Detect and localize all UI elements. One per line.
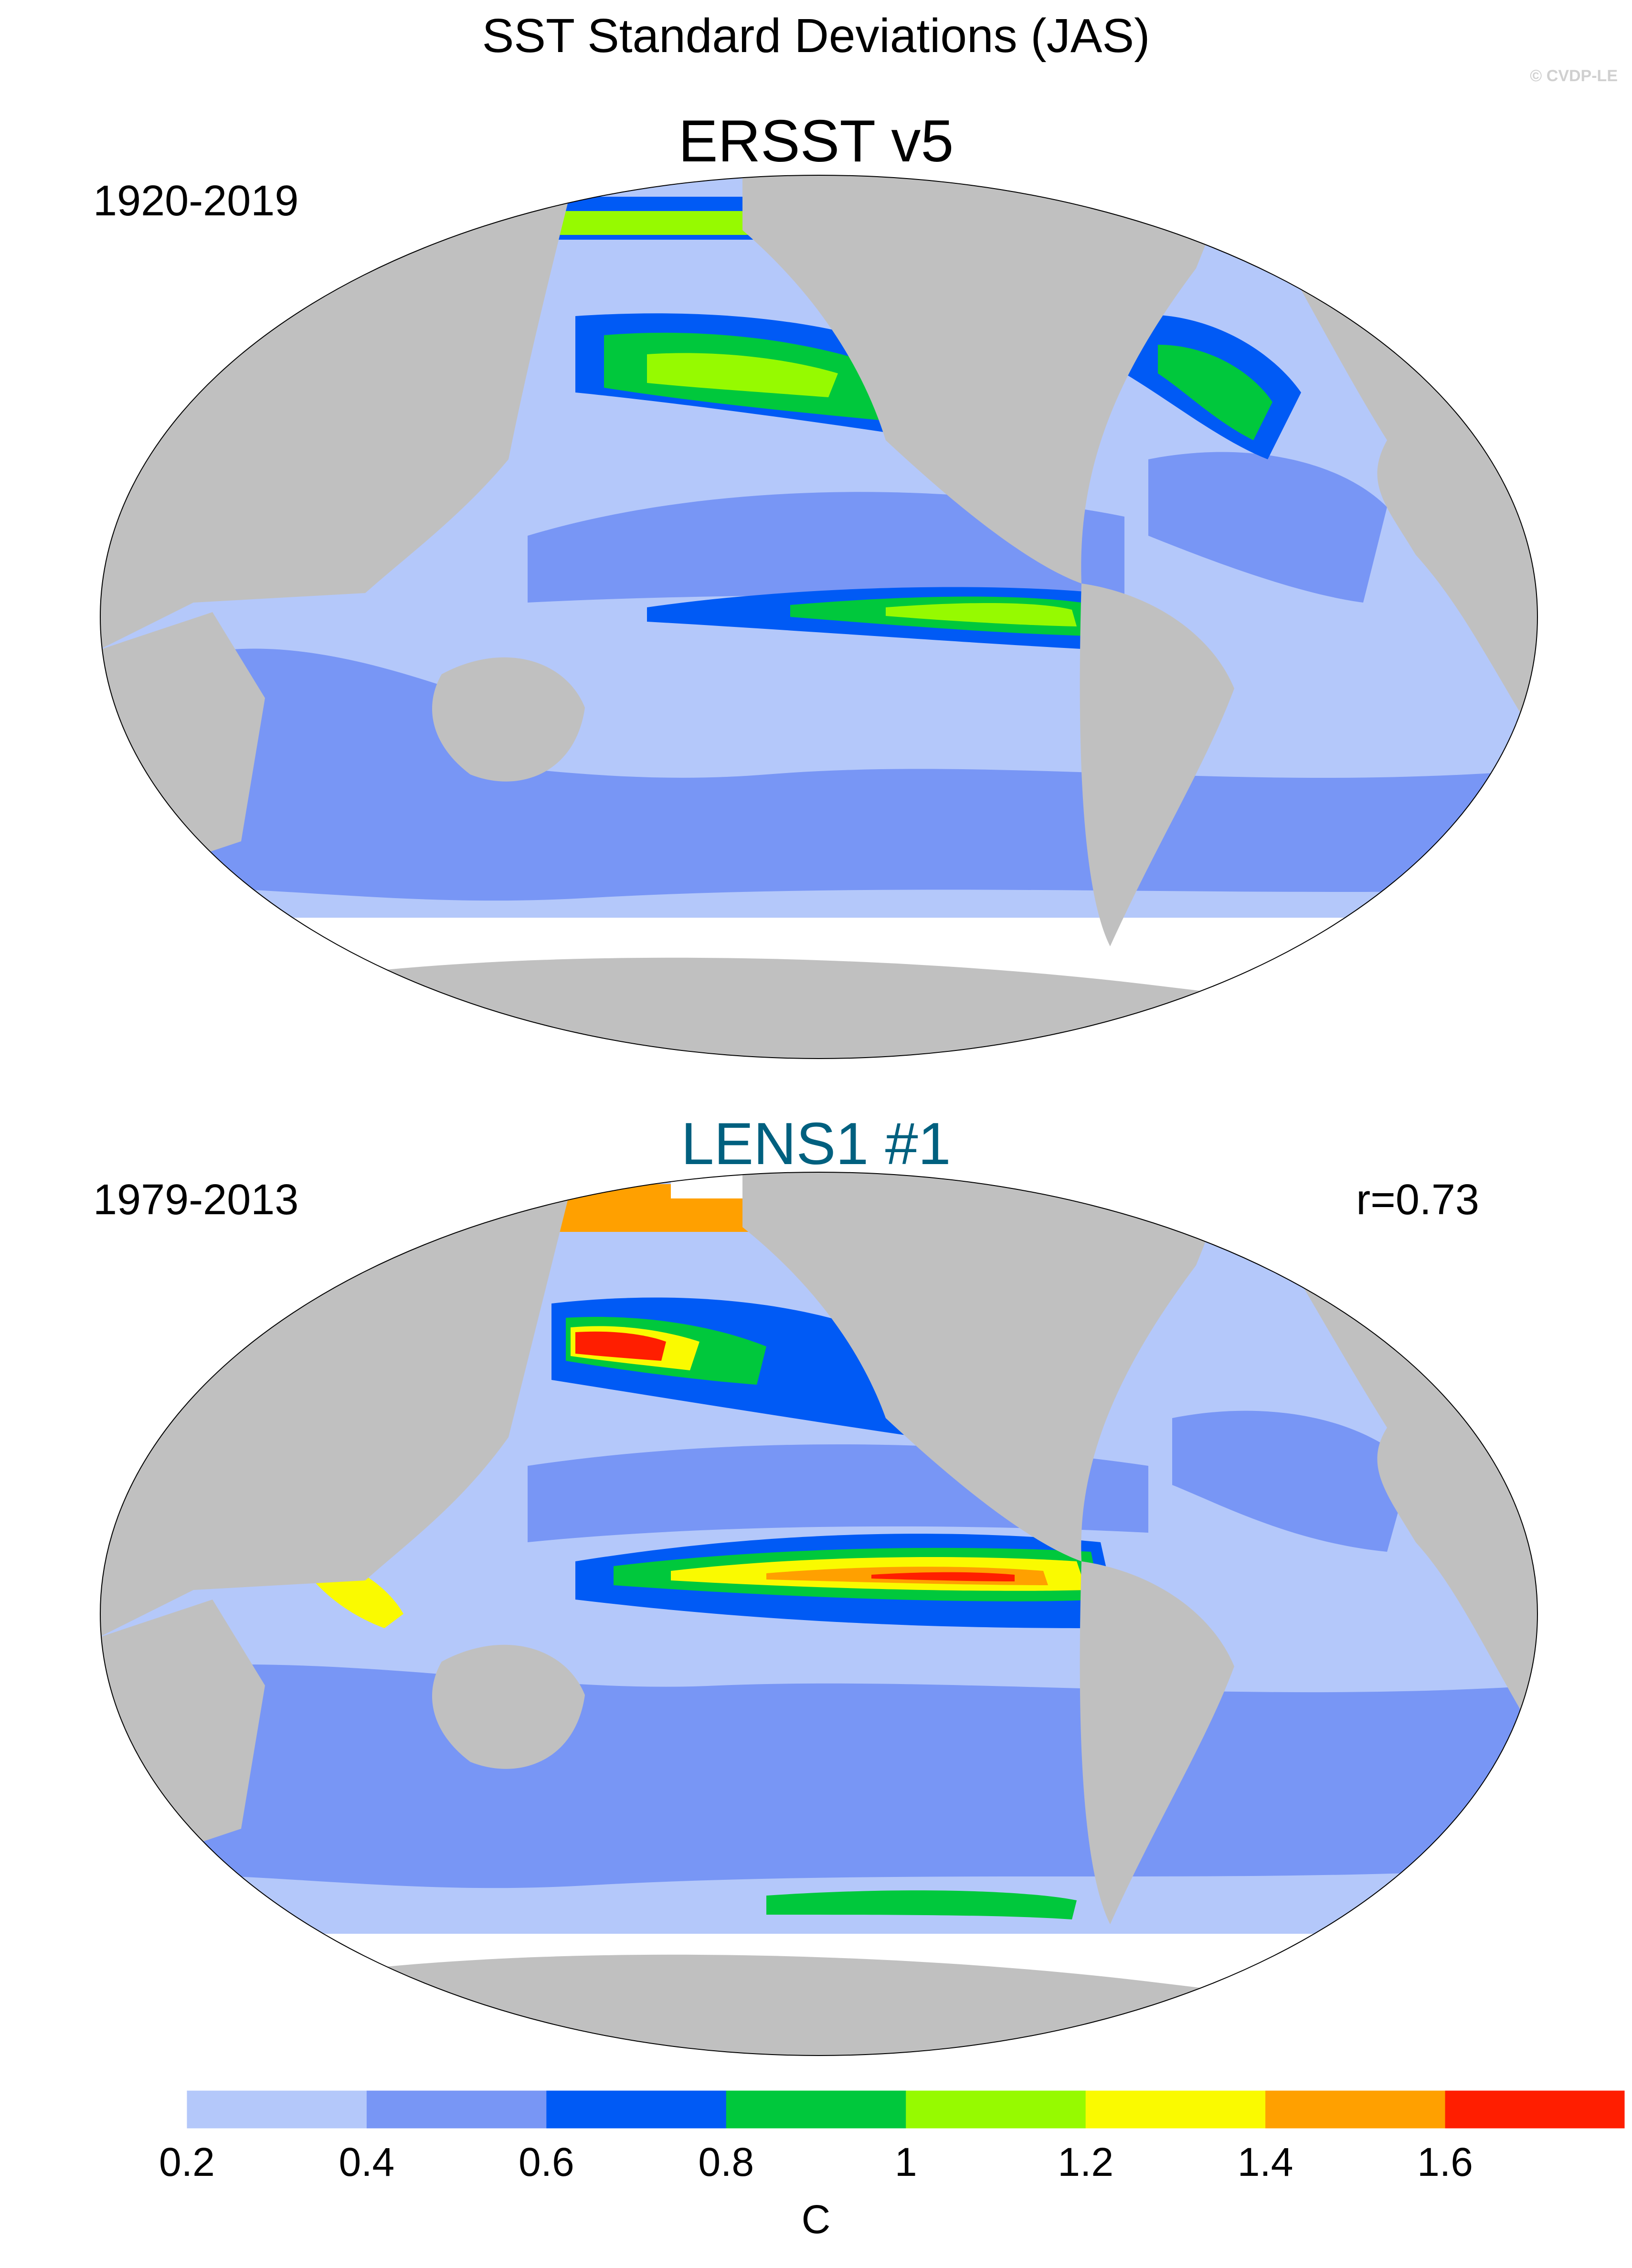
colorbar-swatch	[187, 2090, 367, 2129]
colorbar-tick-label: 0.4	[339, 2140, 395, 2184]
ocean-mid-region	[100, 1664, 1537, 1888]
sst-map-lens	[100, 1172, 1538, 2056]
panel-period-ersst: 1920-2019	[93, 177, 299, 225]
ocean-enso-region	[886, 603, 1077, 626]
colorbar-tick-label: 1.4	[1237, 2140, 1293, 2184]
colorbar-units: C	[801, 2197, 831, 2242]
panel-title-ersst: ERSST v5	[678, 108, 954, 174]
colorbar-swatch	[726, 2090, 906, 2129]
copyright-text: © CVDP-LE	[1530, 67, 1618, 85]
ocean-mid-region	[528, 492, 1124, 603]
colorbar-swatch	[906, 2090, 1086, 2129]
ocean-high-region	[766, 1890, 1077, 1919]
ocean-high-region	[575, 1331, 666, 1361]
colorbar-swatch	[366, 2090, 547, 2129]
ocean-high-region	[1158, 345, 1272, 440]
colorbar-swatch	[7, 2090, 187, 2129]
colorbar-tick-label: 0.2	[159, 2140, 215, 2184]
colorbar-tick-label: 0.6	[518, 2140, 574, 2184]
colorbar-tick-label: 1.2	[1058, 2140, 1114, 2184]
colorbar-tick-label: 1.6	[1417, 2140, 1473, 2184]
ocean-high-region	[647, 353, 838, 397]
colorbar-swatch	[1085, 2090, 1266, 2129]
ocean-mid-region	[1172, 1410, 1411, 1552]
ocean-mid-region	[1148, 452, 1387, 603]
colorbar-tick-label: 0.8	[698, 2140, 754, 2184]
ocean-enso-region	[871, 1572, 1015, 1581]
colorbar	[7, 2090, 1625, 2129]
panel-title-lens: LENS1 #1	[681, 1111, 951, 1177]
figure-title: SST Standard Deviations (JAS)	[482, 9, 1150, 63]
colorbar-swatch	[546, 2090, 727, 2129]
colorbar-swatch	[1265, 2090, 1446, 2129]
colorbar-tick-label: 1	[894, 2140, 917, 2184]
pattern-correlation: r=0.73	[1356, 1176, 1479, 1224]
panel-period-lens: 1979-2013	[93, 1176, 299, 1224]
colorbar-swatch	[1445, 2090, 1625, 2129]
sst-map-ersst	[100, 175, 1538, 1059]
ocean-mid-region	[222, 648, 480, 770]
